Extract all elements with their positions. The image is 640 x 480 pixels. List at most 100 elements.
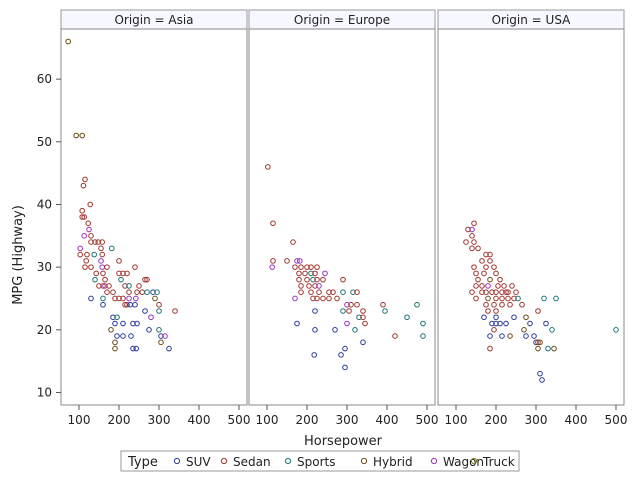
data-point bbox=[100, 283, 106, 289]
data-point bbox=[308, 270, 314, 277]
data-point bbox=[156, 301, 162, 308]
x-tick-label: 100 bbox=[445, 413, 468, 427]
data-point bbox=[362, 320, 368, 327]
data-point bbox=[360, 308, 366, 314]
data-point bbox=[146, 327, 152, 333]
legend-entry-sedan: Sedan bbox=[233, 455, 271, 469]
data-point bbox=[535, 339, 541, 346]
data-point bbox=[128, 333, 134, 339]
data-point bbox=[507, 333, 513, 339]
data-point bbox=[543, 320, 549, 327]
data-point bbox=[100, 270, 106, 277]
data-point bbox=[489, 320, 495, 327]
data-point bbox=[312, 308, 318, 314]
data-point bbox=[102, 283, 108, 289]
data-point bbox=[499, 289, 505, 296]
data-point bbox=[493, 289, 499, 296]
data-point bbox=[297, 258, 303, 264]
data-point bbox=[310, 295, 316, 302]
data-point bbox=[270, 258, 276, 264]
data-point bbox=[304, 264, 310, 270]
data-point bbox=[116, 258, 122, 264]
data-point bbox=[73, 132, 79, 139]
data-point bbox=[481, 270, 487, 277]
data-point bbox=[99, 239, 105, 245]
data-point bbox=[342, 345, 348, 352]
data-point bbox=[487, 333, 493, 339]
y-tick-label: 40 bbox=[37, 197, 52, 211]
data-point bbox=[473, 295, 479, 302]
x-tick-label: 400 bbox=[188, 413, 211, 427]
data-point bbox=[420, 320, 426, 327]
data-point bbox=[487, 251, 493, 258]
legend-marker-wagon bbox=[430, 457, 438, 465]
data-point bbox=[479, 289, 485, 296]
legend-marker-sports bbox=[284, 457, 292, 465]
data-point bbox=[354, 301, 360, 308]
data-point bbox=[523, 314, 529, 321]
data-point bbox=[613, 327, 619, 333]
data-point bbox=[108, 327, 114, 333]
data-point bbox=[326, 289, 332, 296]
data-point bbox=[483, 251, 489, 258]
data-point bbox=[154, 289, 160, 296]
data-point bbox=[404, 314, 410, 321]
data-point bbox=[144, 289, 150, 296]
data-point bbox=[483, 264, 489, 270]
data-point bbox=[382, 308, 388, 314]
data-point bbox=[126, 295, 132, 302]
data-point bbox=[98, 258, 104, 264]
data-point bbox=[124, 270, 130, 277]
data-point bbox=[475, 276, 481, 283]
data-point bbox=[132, 264, 138, 270]
data-point bbox=[88, 239, 94, 245]
data-point bbox=[99, 251, 105, 258]
data-point bbox=[265, 164, 271, 170]
x-tick-label: 500 bbox=[416, 413, 439, 427]
data-point bbox=[270, 220, 276, 227]
data-point bbox=[312, 283, 318, 289]
data-point bbox=[312, 327, 318, 333]
data-point bbox=[85, 220, 91, 227]
data-point bbox=[380, 301, 386, 308]
x-tick-label: 400 bbox=[565, 413, 588, 427]
data-point bbox=[102, 276, 108, 283]
data-point bbox=[133, 345, 139, 352]
data-point bbox=[493, 320, 499, 327]
data-point bbox=[414, 301, 420, 308]
legend-marker-hybrid bbox=[360, 457, 368, 465]
data-point bbox=[132, 301, 138, 308]
data-point bbox=[83, 258, 89, 264]
data-point bbox=[485, 295, 491, 302]
data-point bbox=[302, 270, 308, 277]
data-point bbox=[509, 283, 515, 289]
data-point bbox=[346, 308, 352, 314]
data-point bbox=[110, 289, 116, 296]
panel-label: Origin = Asia bbox=[114, 13, 193, 27]
data-point bbox=[360, 314, 366, 321]
data-point bbox=[533, 339, 539, 346]
data-point bbox=[92, 276, 98, 283]
data-point bbox=[322, 270, 328, 277]
data-point bbox=[493, 295, 499, 302]
data-point bbox=[497, 276, 503, 283]
data-point bbox=[499, 333, 505, 339]
data-point bbox=[348, 301, 354, 308]
data-point bbox=[499, 295, 505, 302]
legend-entry-hybrid: Hybrid bbox=[373, 455, 413, 469]
data-point bbox=[311, 352, 318, 358]
data-point bbox=[340, 276, 346, 283]
data-point bbox=[511, 295, 517, 302]
x-tick-label: 200 bbox=[296, 413, 319, 427]
data-point bbox=[152, 295, 158, 302]
data-point bbox=[545, 345, 551, 352]
data-point bbox=[91, 251, 97, 258]
data-point bbox=[493, 308, 499, 314]
data-point bbox=[88, 233, 94, 239]
data-point bbox=[112, 295, 118, 302]
data-point bbox=[481, 314, 487, 321]
data-point bbox=[112, 339, 118, 346]
data-point bbox=[541, 295, 547, 302]
